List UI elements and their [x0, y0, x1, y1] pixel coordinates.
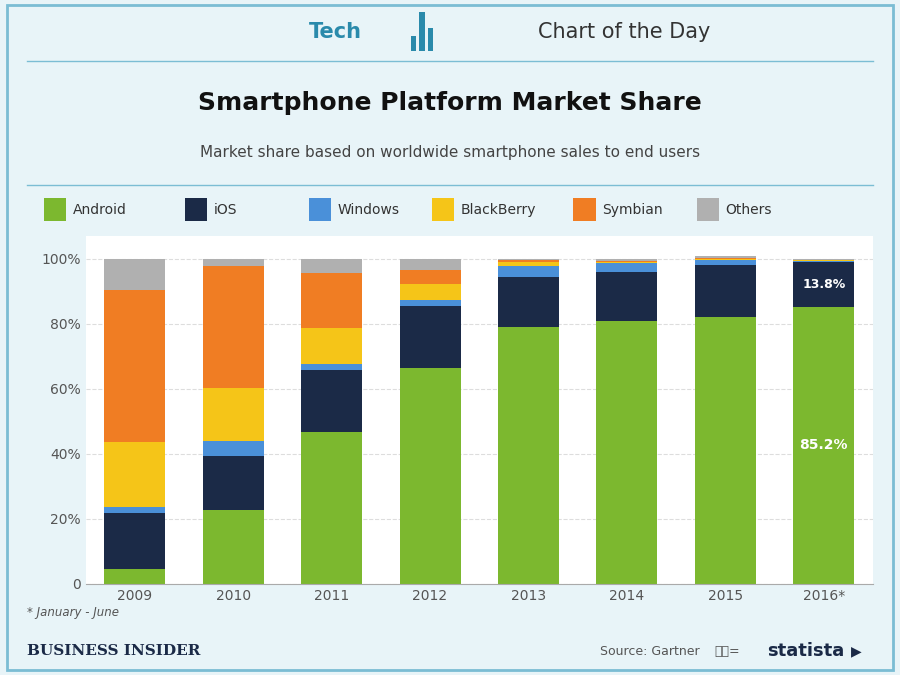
Bar [185, 198, 207, 221]
Text: Chart of the Day: Chart of the Day [538, 22, 711, 42]
Text: Market share based on worldwide smartphone sales to end users: Market share based on worldwide smartpho… [200, 144, 700, 160]
Bar [695, 317, 756, 584]
Bar [695, 260, 756, 265]
Bar [428, 28, 433, 51]
Bar [793, 263, 854, 307]
Text: 13.8%: 13.8% [802, 278, 845, 291]
Bar [597, 261, 657, 262]
Bar [411, 36, 417, 51]
Bar [597, 259, 657, 261]
Bar [697, 198, 719, 221]
Bar [104, 513, 166, 568]
Bar [498, 267, 559, 277]
Text: Others: Others [725, 203, 771, 217]
Bar [400, 270, 461, 284]
Text: Windows: Windows [338, 203, 399, 217]
Text: BlackBerry: BlackBerry [461, 203, 536, 217]
Text: Symbian: Symbian [602, 203, 662, 217]
Text: BUSINESS INSIDER: BUSINESS INSIDER [27, 644, 200, 658]
Bar [432, 198, 454, 221]
Bar [400, 300, 461, 306]
Bar [309, 198, 331, 221]
Bar [302, 259, 362, 273]
Bar [400, 306, 461, 368]
Bar [302, 370, 362, 431]
Bar [202, 259, 264, 266]
Bar [793, 307, 854, 584]
Bar [202, 441, 264, 456]
Text: statista: statista [768, 642, 845, 660]
Bar [400, 259, 461, 270]
Bar [44, 198, 67, 221]
Bar [793, 261, 854, 263]
Bar [695, 256, 756, 259]
Bar [498, 327, 559, 584]
Bar [302, 364, 362, 370]
Bar [104, 259, 166, 290]
Bar [202, 456, 264, 510]
Bar [498, 277, 559, 327]
Text: Source: Gartner: Source: Gartner [600, 645, 699, 657]
Bar [104, 568, 166, 584]
Bar [104, 290, 166, 442]
Bar [202, 388, 264, 441]
Bar [573, 198, 596, 221]
Bar [302, 273, 362, 328]
Bar [104, 506, 166, 513]
Text: Smartphone Platform Market Share: Smartphone Platform Market Share [198, 91, 702, 115]
Text: iOS: iOS [213, 203, 237, 217]
Bar [202, 266, 264, 388]
Bar [104, 442, 166, 506]
Bar [695, 259, 756, 260]
Bar [597, 262, 657, 263]
Bar [498, 262, 559, 267]
Text: ▶: ▶ [851, 644, 862, 658]
Text: * January - June: * January - June [27, 606, 119, 619]
Bar [302, 431, 362, 584]
Bar [695, 265, 756, 317]
Text: Ⓒⓘ=: Ⓒⓘ= [715, 645, 740, 657]
Bar [498, 260, 559, 262]
Text: Tech: Tech [309, 22, 362, 42]
Text: Android: Android [73, 203, 126, 217]
Bar [597, 321, 657, 584]
Bar [597, 263, 657, 272]
Bar [400, 368, 461, 584]
Bar [302, 328, 362, 364]
Bar [597, 272, 657, 321]
Text: 85.2%: 85.2% [799, 439, 848, 452]
Bar [419, 12, 425, 51]
Bar [400, 284, 461, 300]
Bar [202, 510, 264, 584]
